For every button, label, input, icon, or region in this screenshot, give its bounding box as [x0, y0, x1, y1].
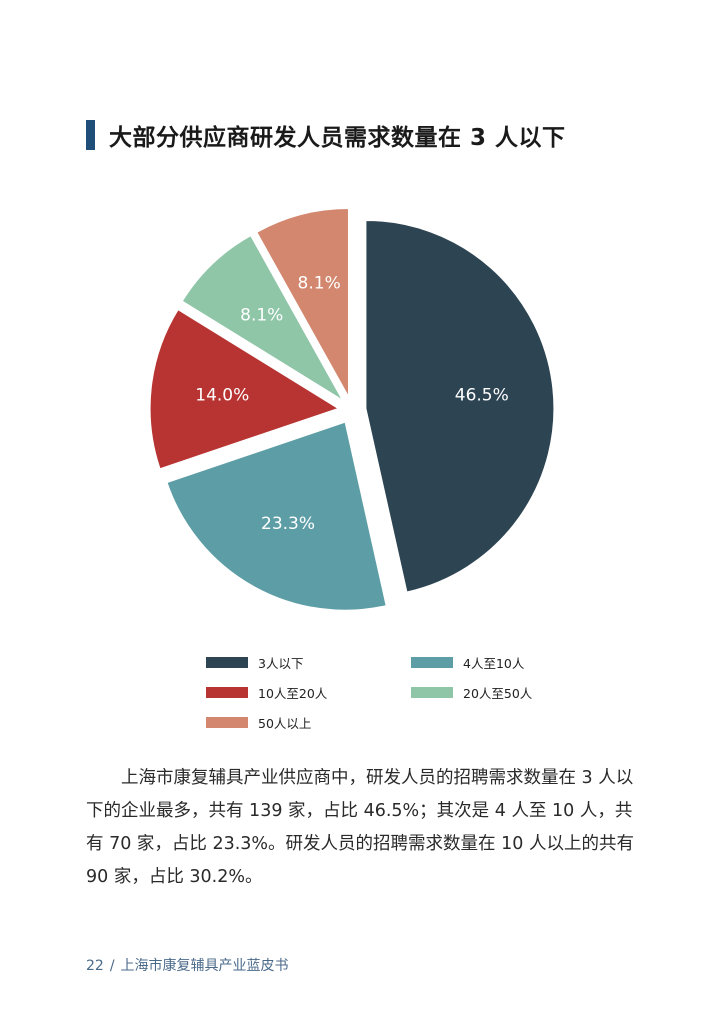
pie-slice	[365, 219, 555, 593]
legend-label: 20人至50人	[463, 685, 533, 701]
legend-item-4-to-10: 4人至10人	[411, 650, 566, 674]
book-title: 上海市康复辅具产业蓝皮书	[120, 958, 289, 974]
page-number: 22	[86, 958, 104, 974]
section-title: 大部分供应商研发人员需求数量在 3 人以下	[86, 118, 566, 152]
chart-legend: 3人以下 4人至10人 10人至20人 20人至50人 50人以上	[206, 650, 566, 734]
pie-slice	[149, 308, 340, 470]
pie-data-label: 23.3%	[261, 514, 315, 534]
pie-slice	[256, 207, 349, 399]
legend-item-10-to-20: 10人至20人	[206, 680, 411, 704]
legend-swatch	[206, 686, 248, 698]
legend-swatch	[206, 716, 248, 728]
pie-data-label: 46.5%	[455, 386, 509, 406]
legend-item-20-to-50: 20人至50人	[411, 680, 566, 704]
legend-swatch	[411, 656, 453, 668]
legend-swatch	[411, 686, 453, 698]
legend-label: 10人至20人	[258, 685, 328, 701]
legend-label: 50人以上	[258, 715, 312, 731]
page-footer: 22 / 上海市康复辅具产业蓝皮书	[86, 955, 289, 975]
legend-label: 4人至10人	[463, 655, 525, 671]
title-accent-bar	[86, 120, 95, 150]
legend-label: 3人以下	[258, 655, 304, 671]
legend-item-3-below: 3人以下	[206, 650, 411, 674]
pie-slice	[181, 235, 344, 402]
pie-slice	[166, 421, 387, 611]
legend-swatch	[206, 656, 248, 668]
pie-chart: 46.5% 23.3% 14.0% 8.1% 8.1%	[149, 207, 555, 611]
pie-data-label: 8.1%	[298, 274, 341, 294]
legend-item-50-above: 50人以上	[206, 710, 411, 734]
pie-data-label: 8.1%	[240, 306, 283, 326]
page-title: 大部分供应商研发人员需求数量在 3 人以下	[109, 125, 566, 151]
pie-data-label: 14.0%	[195, 385, 249, 405]
body-paragraph: 上海市康复辅具产业供应商中，研发人员的招聘需求数量在 3 人以下的企业最多，共有…	[86, 768, 634, 887]
footer-separator: /	[109, 958, 115, 974]
